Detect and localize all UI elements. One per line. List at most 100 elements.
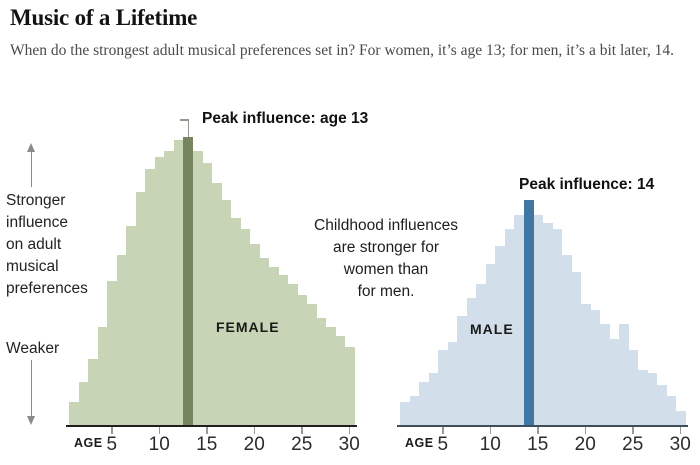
male-bar-age-12 bbox=[504, 229, 515, 425]
male-bar-age-27 bbox=[647, 373, 657, 425]
male-bar-age-8 bbox=[466, 298, 477, 425]
female-bar-age-9 bbox=[145, 168, 155, 425]
male-bar-age-5 bbox=[438, 350, 448, 425]
male-bar-age-16 bbox=[542, 223, 553, 425]
female-bar-age-28 bbox=[325, 327, 336, 425]
axis-tick bbox=[489, 427, 491, 434]
female-bar-age-11 bbox=[164, 151, 174, 425]
female-bars bbox=[69, 137, 355, 425]
female-bar-age-7 bbox=[126, 226, 136, 425]
axis-tick-label: 15 bbox=[196, 434, 218, 455]
male-peak-label: Peak influence: 14 bbox=[519, 176, 655, 193]
female-bar-age-3 bbox=[88, 358, 98, 425]
female-bar-age-25 bbox=[297, 295, 307, 425]
male-bar-age-28 bbox=[656, 384, 667, 425]
axis-tick bbox=[442, 427, 444, 434]
female-bar-age-20 bbox=[249, 243, 260, 425]
axis-tick bbox=[584, 427, 586, 434]
female-peak-label: Peak influence: age 13 bbox=[202, 110, 369, 127]
female-bar-age-15 bbox=[202, 162, 212, 425]
axis-tick bbox=[111, 427, 113, 434]
male-bars bbox=[400, 137, 686, 425]
male-bar-age-14 bbox=[523, 200, 534, 425]
female-bar-age-26 bbox=[306, 304, 317, 425]
female-x-axis bbox=[66, 425, 357, 427]
female-bar-age-2 bbox=[78, 381, 89, 425]
center-annotation: Childhood influences are stronger for wome… bbox=[314, 217, 458, 300]
axis-tick bbox=[348, 427, 350, 434]
male-bar-age-18 bbox=[561, 255, 572, 425]
axis-tick-label: 15 bbox=[527, 434, 549, 455]
female-age-label: AGE bbox=[74, 436, 103, 450]
male-age-label: AGE bbox=[405, 436, 434, 450]
female-bar-age-27 bbox=[316, 318, 326, 425]
female-bar-age-8 bbox=[135, 191, 146, 425]
male-bar-age-9 bbox=[476, 283, 486, 425]
female-bar-age-10 bbox=[154, 157, 165, 425]
axis-tick bbox=[158, 427, 160, 434]
male-bar-age-17 bbox=[552, 229, 562, 425]
male-bar-age-7 bbox=[457, 315, 467, 425]
female-peak-connector-h bbox=[180, 119, 189, 121]
axis-tick-label: 30 bbox=[338, 434, 360, 455]
axis-tick-label: 10 bbox=[148, 434, 170, 455]
female-bar-age-30 bbox=[344, 347, 355, 425]
male-bar-age-29 bbox=[666, 396, 676, 425]
male-bar-age-22 bbox=[599, 324, 610, 425]
male-bar-age-2 bbox=[409, 396, 420, 425]
female-bar-age-17 bbox=[221, 200, 231, 425]
male-bar-age-21 bbox=[590, 309, 600, 425]
female-bar-age-22 bbox=[268, 266, 279, 425]
up-arrow-line bbox=[30, 151, 32, 187]
male-bar-age-20 bbox=[580, 304, 591, 425]
male-bar-age-15 bbox=[533, 214, 543, 425]
male-bar-age-3 bbox=[419, 381, 429, 425]
axis-tick bbox=[253, 427, 255, 434]
up-arrow-icon bbox=[27, 143, 35, 152]
female-series-label: FEMALE bbox=[216, 319, 280, 335]
male-bar-age-10 bbox=[485, 263, 496, 425]
down-arrow-icon bbox=[27, 416, 35, 425]
female-peak-connector-v bbox=[187, 119, 189, 138]
male-series-label: MALE bbox=[470, 321, 514, 337]
male-bar-age-1 bbox=[400, 402, 410, 425]
female-bar-age-29 bbox=[335, 335, 345, 425]
female-bar-age-12 bbox=[173, 139, 184, 425]
axis-tick-label: 25 bbox=[291, 434, 313, 455]
female-bar-age-14 bbox=[192, 151, 203, 425]
female-bar-age-19 bbox=[240, 229, 250, 425]
male-bar-age-11 bbox=[495, 246, 505, 425]
female-bar-age-23 bbox=[278, 275, 288, 425]
down-arrow-line bbox=[30, 360, 32, 417]
axis-tick bbox=[206, 427, 208, 434]
female-axis-ticks: 5 10 15 20 25 30 bbox=[66, 425, 360, 455]
female-bar-age-4 bbox=[97, 327, 108, 425]
page-title: Music of a Lifetime bbox=[10, 5, 198, 30]
male-x-axis bbox=[397, 425, 688, 427]
axis-tick-label: 20 bbox=[574, 434, 596, 455]
male-bar-age-30 bbox=[675, 410, 686, 425]
male-bar-age-6 bbox=[447, 341, 458, 425]
axis-tick bbox=[679, 427, 681, 434]
male-bar-age-25 bbox=[628, 350, 638, 425]
female-bar-age-13 bbox=[183, 137, 193, 425]
axis-tick-label: 20 bbox=[243, 434, 265, 455]
male-bar-age-19 bbox=[571, 272, 581, 425]
male-axis-ticks: 5 10 15 20 25 30 bbox=[397, 425, 691, 455]
female-bar-age-16 bbox=[211, 183, 222, 425]
female-bar-age-1 bbox=[69, 402, 79, 425]
axis-tick bbox=[537, 427, 539, 434]
male-bar-age-4 bbox=[428, 373, 439, 425]
y-axis-weaker-label: Weaker bbox=[6, 340, 60, 357]
female-bar-age-21 bbox=[259, 258, 269, 425]
axis-tick bbox=[301, 427, 303, 434]
female-bar-age-24 bbox=[287, 283, 298, 425]
male-bar-age-26 bbox=[637, 370, 648, 425]
axis-tick-label: 10 bbox=[479, 434, 501, 455]
male-bar-age-13 bbox=[514, 214, 524, 425]
male-bar-age-23 bbox=[609, 338, 619, 425]
female-bar-age-18 bbox=[230, 217, 241, 425]
axis-tick-label: 5 bbox=[437, 434, 449, 455]
axis-tick-label: 30 bbox=[669, 434, 691, 455]
